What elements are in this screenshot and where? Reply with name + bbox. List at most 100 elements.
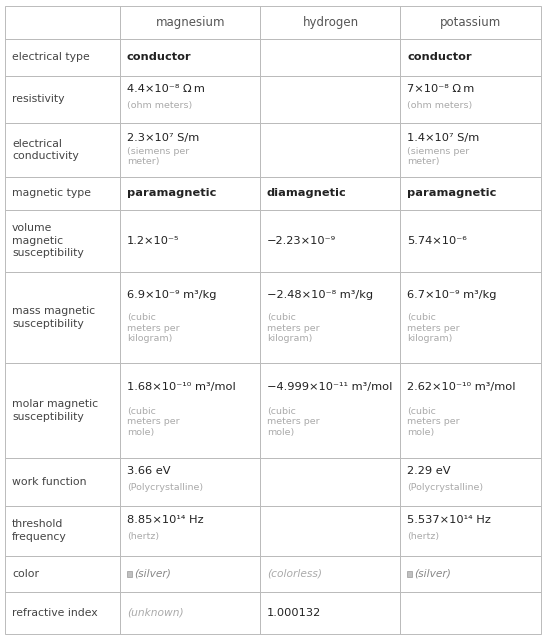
Text: 1.000132: 1.000132 (267, 608, 321, 618)
Bar (260, 76, 400, 123)
Text: 8.85×10¹⁴ Hz: 8.85×10¹⁴ Hz (127, 515, 204, 525)
Bar (400, 210, 541, 272)
Text: 3.66 eV: 3.66 eV (127, 467, 170, 476)
Bar (5, 177, 120, 210)
Bar (260, 39, 400, 76)
Text: 2.62×10⁻¹⁰ m³/mol: 2.62×10⁻¹⁰ m³/mol (407, 381, 515, 392)
Bar (5, 272, 120, 363)
Text: (silver): (silver) (134, 569, 171, 579)
Bar (120, 458, 260, 506)
Text: work function: work function (12, 477, 86, 487)
Bar (260, 6, 400, 39)
Text: refractive index: refractive index (12, 608, 98, 618)
Bar (120, 210, 260, 272)
Bar (260, 458, 400, 506)
Bar (260, 210, 400, 272)
Text: 1.68×10⁻¹⁰ m³/mol: 1.68×10⁻¹⁰ m³/mol (127, 381, 236, 392)
Bar (400, 363, 541, 458)
Text: paramagnetic: paramagnetic (407, 188, 496, 198)
Text: (silver): (silver) (414, 569, 451, 579)
Text: (cubic
meters per
mole): (cubic meters per mole) (407, 407, 460, 436)
Bar (5, 506, 120, 556)
Bar (260, 272, 400, 363)
Text: 5.537×10¹⁴ Hz: 5.537×10¹⁴ Hz (407, 515, 491, 525)
Bar (120, 506, 260, 556)
Bar (120, 123, 260, 177)
Text: molar magnetic
susceptibility: molar magnetic susceptibility (12, 399, 98, 422)
Bar (400, 39, 541, 76)
Text: magnesium: magnesium (156, 17, 225, 29)
Text: diamagnetic: diamagnetic (267, 188, 347, 198)
Text: conductor: conductor (127, 52, 192, 63)
Text: hydrogen: hydrogen (302, 17, 359, 29)
Bar (120, 363, 260, 458)
Text: (cubic
meters per
kilogram): (cubic meters per kilogram) (267, 314, 319, 343)
Text: electrical
conductivity: electrical conductivity (12, 139, 79, 161)
Text: (cubic
meters per
kilogram): (cubic meters per kilogram) (407, 314, 460, 343)
Text: (colorless): (colorless) (267, 569, 322, 579)
Text: (siemens per
meter): (siemens per meter) (407, 147, 470, 166)
Text: threshold
frequency: threshold frequency (12, 520, 67, 542)
Bar (120, 177, 260, 210)
Bar (260, 363, 400, 458)
Bar (400, 592, 541, 634)
Bar (260, 177, 400, 210)
Bar (407, 571, 412, 577)
Bar (5, 210, 120, 272)
Text: potassium: potassium (440, 17, 501, 29)
Text: 4.4×10⁻⁸ Ω m: 4.4×10⁻⁸ Ω m (127, 84, 205, 94)
Text: (hertz): (hertz) (127, 532, 159, 541)
Bar (400, 556, 541, 592)
Text: (siemens per
meter): (siemens per meter) (127, 147, 189, 166)
Text: −2.23×10⁻⁹: −2.23×10⁻⁹ (267, 236, 336, 246)
Text: (hertz): (hertz) (407, 532, 439, 541)
Text: (cubic
meters per
kilogram): (cubic meters per kilogram) (127, 314, 180, 343)
Text: (ohm meters): (ohm meters) (127, 100, 192, 109)
Text: electrical type: electrical type (12, 52, 90, 63)
Bar (120, 556, 260, 592)
Text: (Polycrystalline): (Polycrystalline) (407, 483, 483, 492)
Text: color: color (12, 569, 39, 579)
Bar (120, 39, 260, 76)
Text: mass magnetic
susceptibility: mass magnetic susceptibility (12, 306, 95, 328)
Text: (cubic
meters per
mole): (cubic meters per mole) (267, 407, 319, 436)
Text: −4.999×10⁻¹¹ m³/mol: −4.999×10⁻¹¹ m³/mol (267, 381, 393, 392)
Bar (400, 123, 541, 177)
Bar (127, 571, 132, 577)
Bar (260, 123, 400, 177)
Text: (unknown): (unknown) (127, 608, 183, 618)
Text: 2.3×10⁷ S/m: 2.3×10⁷ S/m (127, 133, 199, 143)
Text: 5.74×10⁻⁶: 5.74×10⁻⁶ (407, 236, 467, 246)
Bar (120, 76, 260, 123)
Bar (400, 506, 541, 556)
Text: 1.4×10⁷ S/m: 1.4×10⁷ S/m (407, 133, 479, 143)
Bar (5, 39, 120, 76)
Bar (400, 177, 541, 210)
Text: paramagnetic: paramagnetic (127, 188, 216, 198)
Bar (5, 556, 120, 592)
Bar (400, 6, 541, 39)
Bar (120, 6, 260, 39)
Text: 6.9×10⁻⁹ m³/kg: 6.9×10⁻⁹ m³/kg (127, 290, 216, 300)
Text: volume
magnetic
susceptibility: volume magnetic susceptibility (12, 223, 84, 259)
Text: 6.7×10⁻⁹ m³/kg: 6.7×10⁻⁹ m³/kg (407, 290, 496, 300)
Text: conductor: conductor (407, 52, 472, 63)
Bar (5, 76, 120, 123)
Text: magnetic type: magnetic type (12, 188, 91, 198)
Bar (5, 363, 120, 458)
Text: −2.48×10⁻⁸ m³/kg: −2.48×10⁻⁸ m³/kg (267, 290, 373, 300)
Bar (400, 76, 541, 123)
Bar (120, 592, 260, 634)
Bar (120, 272, 260, 363)
Bar (5, 458, 120, 506)
Text: resistivity: resistivity (12, 94, 64, 104)
Text: 2.29 eV: 2.29 eV (407, 467, 450, 476)
Text: 7×10⁻⁸ Ω m: 7×10⁻⁸ Ω m (407, 84, 474, 94)
Bar (260, 506, 400, 556)
Text: (cubic
meters per
mole): (cubic meters per mole) (127, 407, 180, 436)
Text: 1.2×10⁻⁵: 1.2×10⁻⁵ (127, 236, 180, 246)
Text: (ohm meters): (ohm meters) (407, 100, 472, 109)
Bar (400, 458, 541, 506)
Bar (5, 592, 120, 634)
Bar (400, 272, 541, 363)
